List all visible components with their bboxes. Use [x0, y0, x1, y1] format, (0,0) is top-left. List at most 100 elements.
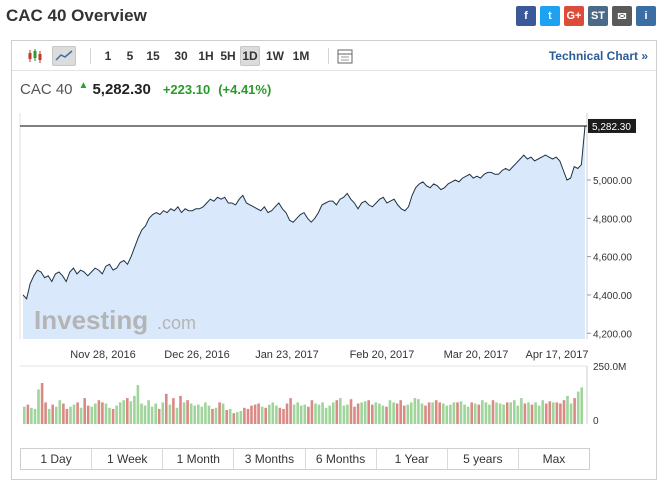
print-icon[interactable]: i [636, 6, 656, 26]
volume-bar [150, 406, 154, 424]
volume-bar [129, 401, 133, 424]
email-icon[interactable]: ✉ [612, 6, 632, 26]
volume-bar [356, 403, 360, 424]
page-title: CAC 40 Overview [6, 6, 147, 25]
volume-bar [250, 405, 253, 424]
volume-bar [232, 413, 236, 424]
volume-bar [534, 402, 537, 424]
x-tick-label: Feb 20, 2017 [350, 349, 415, 361]
volume-bar [459, 401, 463, 424]
stocktwits-icon[interactable]: ST [588, 6, 608, 26]
chart-panel: Technical Chart » 1 5 15 30 1H 5H 1D 1W 1M CAC 4… [11, 40, 657, 480]
volume-bar [65, 408, 69, 424]
volume-bar [147, 400, 150, 424]
volume-bar [97, 400, 101, 424]
candlestick-chart-icon[interactable] [26, 46, 44, 66]
range-3-months[interactable]: 3 Months [234, 449, 306, 469]
volume-bar [285, 403, 289, 424]
range-1-day[interactable]: 1 Day [21, 449, 93, 469]
volume-bar [253, 404, 257, 424]
interval-15[interactable]: 15 [146, 49, 160, 63]
line-chart-icon[interactable] [52, 46, 76, 66]
volume-bar [154, 403, 157, 424]
range-1-year[interactable]: 1 Year [377, 449, 448, 469]
volume-bar [86, 405, 90, 424]
volume-bar [299, 405, 303, 424]
volume-bar [495, 402, 498, 424]
price-chart[interactable]: 4,200.00 4,400.00 4,600.00 4,800.00 5,000.00… [12, 41, 656, 441]
volume-bar [260, 406, 264, 424]
price-line [22, 125, 586, 300]
volume-bar [292, 404, 296, 424]
interval-30[interactable]: 30 [174, 49, 188, 63]
facebook-icon[interactable]: f [516, 6, 536, 26]
price-change: +223.10 [162, 81, 211, 97]
volume-bar [491, 400, 495, 424]
volume-bar [537, 405, 541, 424]
x-tick-label: Jan 23, 2017 [255, 349, 319, 361]
range-1-week[interactable]: 1 Week [92, 449, 164, 469]
volume-bar [513, 400, 516, 424]
volume-bar [374, 402, 378, 424]
volume-bar [328, 405, 331, 424]
volume-bar [55, 406, 58, 424]
volume-bar [303, 404, 307, 424]
range-max[interactable]: Max [542, 452, 566, 466]
interval-1h[interactable]: 1H [198, 49, 214, 63]
interval-1m[interactable]: 1M [292, 49, 310, 63]
volume-bar [509, 402, 512, 424]
y-tick-label: 4,400.00 [593, 291, 632, 302]
volume-bar [530, 404, 534, 424]
interval-1[interactable]: 1 [104, 49, 112, 63]
volume-bar [548, 401, 552, 424]
volume-bar [395, 403, 399, 424]
volume-bar [502, 404, 505, 424]
volume-bar [268, 404, 271, 424]
twitter-icon[interactable]: t [540, 6, 560, 26]
volume-bar [346, 404, 349, 424]
volume-bar [562, 400, 566, 424]
volume-bar [388, 400, 392, 424]
up-arrow-icon: ▲ [78, 79, 89, 91]
volume-bar [186, 400, 189, 424]
volume-bar [555, 402, 559, 424]
technical-chart-link[interactable]: Technical Chart » [548, 49, 648, 63]
volume-bar [339, 398, 342, 424]
toolbar-divider [328, 48, 329, 64]
volume-bar [353, 406, 356, 424]
google-plus-icon[interactable]: G+ [564, 6, 584, 26]
volume-bar [218, 402, 221, 424]
range-5-years[interactable]: 5 years [448, 449, 519, 469]
volume-bar [236, 412, 239, 424]
volume-bar [498, 403, 502, 424]
range-6-months[interactable]: 6 Months [306, 449, 377, 469]
volume-bar [197, 404, 200, 424]
volume-bar [278, 407, 282, 424]
volume-bar [488, 404, 491, 424]
volume-bar [228, 408, 232, 424]
volume-bar [438, 402, 441, 424]
volume-bar [243, 407, 246, 424]
interval-1d[interactable]: 1D [240, 46, 260, 66]
volume-bar [72, 404, 76, 424]
volume-bar [30, 407, 33, 424]
volume-bar [420, 403, 424, 424]
range-1-month[interactable]: 1 Month [163, 449, 235, 469]
interval-1w[interactable]: 1W [266, 49, 284, 63]
price-change-percent: (+4.41%) [218, 81, 272, 97]
volume-bar [573, 398, 576, 424]
table-view-icon[interactable] [334, 46, 356, 66]
volume-bar [335, 400, 339, 424]
volume-bar [449, 404, 452, 424]
investing-watermark: Investing [34, 305, 148, 335]
volume-bar [399, 400, 402, 424]
interval-5[interactable]: 5 [126, 49, 134, 63]
volume-bar [367, 400, 370, 424]
interval-5h[interactable]: 5H [220, 49, 236, 63]
volume-bar [452, 402, 456, 424]
volume-bar [523, 403, 527, 424]
volume-bar [257, 403, 260, 424]
volume-bar [157, 408, 161, 424]
volume-bar [126, 398, 129, 424]
volume-bar [83, 398, 86, 424]
